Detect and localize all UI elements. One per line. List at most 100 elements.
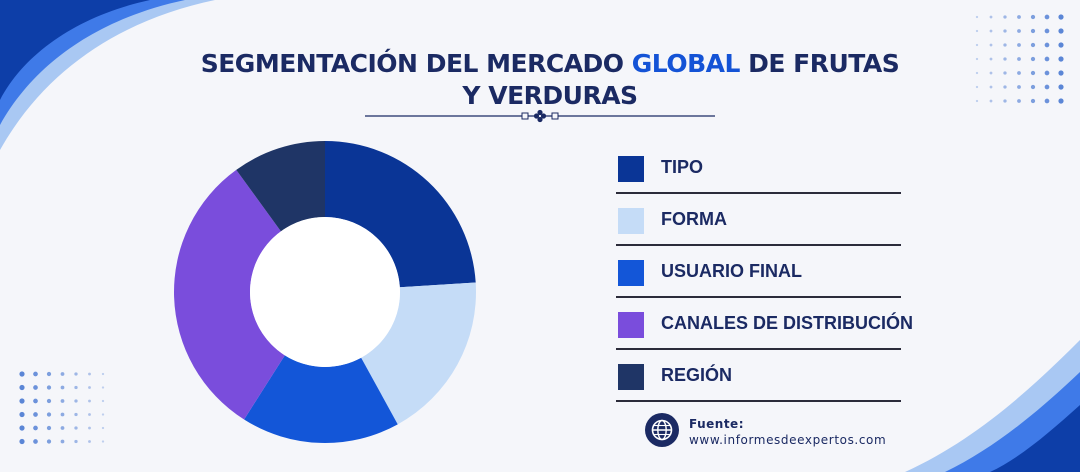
title-part-2: DE FRUTAS Y VERDURAS — [462, 49, 900, 110]
decor-dot — [74, 385, 78, 390]
chart-legend: TIPO FORMA USUARIO FINAL CANALES DE DISTRIB… — [616, 143, 913, 403]
globe-icon — [645, 413, 679, 447]
page-title: SEGMENTACIÓN DEL MERCADO GLOBAL DE FRUTA… — [200, 48, 900, 112]
legend-item: REGIÓN — [616, 351, 906, 403]
decor-dot — [101, 413, 105, 416]
decor-dot — [1003, 85, 1007, 89]
decor-dot — [1058, 14, 1064, 20]
decor-dot — [1044, 84, 1050, 90]
decor-dot — [975, 15, 979, 19]
decor-dot — [989, 29, 993, 33]
decor-dot — [60, 439, 65, 444]
title-highlight: GLOBAL — [631, 49, 741, 78]
decor-dot — [60, 412, 65, 417]
decor-dot — [1003, 57, 1007, 61]
source-url: www.informesdeexpertos.com — [689, 433, 887, 447]
legend-swatch — [618, 260, 644, 286]
dot-pattern-top-right — [975, 14, 1064, 104]
decor-dot — [975, 43, 979, 47]
decor-dot — [975, 99, 979, 103]
decor-dot — [1058, 70, 1064, 76]
decor-dot — [19, 411, 25, 418]
legend-divider — [616, 296, 901, 298]
decor-dot — [1017, 85, 1021, 89]
decor-dot — [989, 71, 993, 75]
donut-slice-4 — [236, 141, 325, 232]
legend-item: FORMA — [616, 195, 906, 247]
decor-dot — [1003, 43, 1007, 47]
decor-dot — [1003, 71, 1007, 75]
decor-dot — [1030, 70, 1036, 76]
legend-label: CANALES DE DISTRIBUCIÓN — [661, 313, 914, 333]
decor-dot — [19, 398, 25, 404]
legend-swatch — [618, 156, 644, 182]
decor-dot — [74, 399, 78, 403]
donut-slice-2 — [244, 355, 398, 443]
decor-dot — [1030, 98, 1036, 104]
decor-dot — [1030, 84, 1036, 90]
decor-dot — [46, 425, 52, 431]
decor-dot — [33, 412, 38, 417]
dot-pattern-bottom-left — [19, 371, 105, 445]
decor-dot — [1044, 42, 1050, 48]
source-label: Fuente: — [689, 417, 744, 431]
decor-dot — [19, 371, 25, 377]
decor-dot — [989, 43, 993, 47]
decor-dot — [975, 57, 979, 61]
legend-divider — [616, 244, 901, 246]
decor-dot — [60, 426, 65, 430]
donut-chart — [174, 141, 476, 443]
legend-divider — [616, 192, 901, 194]
donut-slice-1 — [361, 282, 476, 425]
decor-dot — [101, 426, 105, 430]
legend-item: TIPO — [616, 143, 906, 195]
legend-swatch — [618, 208, 644, 234]
decor-dot — [88, 399, 91, 403]
decor-dot — [1003, 29, 1007, 33]
decor-dot — [1017, 15, 1021, 19]
donut-slice-3 — [174, 169, 285, 420]
decor-dot — [101, 386, 105, 389]
decor-dot — [60, 385, 65, 390]
title-part-1: SEGMENTACIÓN DEL MERCADO — [200, 49, 632, 78]
decor-dot — [1058, 42, 1064, 48]
decor-dot — [1044, 56, 1050, 62]
decor-dot — [74, 426, 78, 430]
legend-label: TIPO — [661, 157, 704, 177]
decor-dot — [989, 57, 993, 61]
decor-dot — [46, 398, 52, 404]
decor-dot — [1030, 28, 1036, 34]
decor-dot — [1058, 56, 1064, 62]
decor-dot — [19, 425, 25, 431]
decor-dot — [1044, 28, 1050, 34]
decor-dot — [1003, 15, 1007, 19]
donut-hole — [250, 217, 400, 367]
decor-dot — [1058, 98, 1064, 104]
legend-label: REGIÓN — [661, 365, 733, 385]
decor-dot — [1044, 98, 1050, 104]
decor-dot — [33, 425, 38, 431]
decor-dot — [88, 372, 91, 376]
decor-dot — [19, 438, 25, 445]
legend-item: USUARIO FINAL — [616, 247, 906, 299]
legend-item: CANALES DE DISTRIBUCIÓN — [616, 299, 913, 351]
decor-dot — [1058, 84, 1064, 90]
decor-dot — [989, 15, 993, 19]
legend-label: USUARIO FINAL — [661, 261, 802, 281]
decor-dot — [88, 413, 91, 416]
decor-dot — [101, 440, 105, 443]
legend-swatch — [618, 312, 644, 338]
decor-dot — [74, 372, 78, 376]
decor-dot — [33, 398, 38, 404]
decor-dot — [33, 385, 38, 390]
decor-dot — [975, 85, 979, 89]
decor-dot — [101, 399, 105, 403]
legend-label: FORMA — [661, 209, 727, 229]
decor-dot — [33, 371, 38, 377]
legend-swatch — [618, 364, 644, 390]
decor-dot — [101, 372, 105, 376]
legend-divider — [616, 400, 901, 402]
legend-divider — [616, 348, 901, 350]
